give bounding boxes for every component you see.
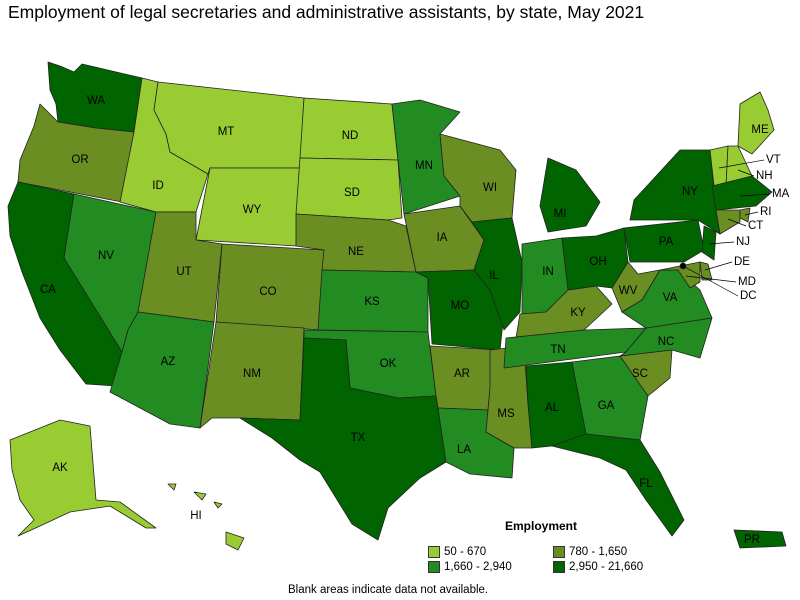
legend-item-bin-2: 1,660 - 2,940 (428, 561, 512, 573)
legend-title: Employment (505, 519, 578, 533)
state-label-mo: MO (451, 300, 470, 312)
state-il (471, 217, 523, 331)
state-label-ok: OK (380, 358, 397, 370)
leader-line-ma (739, 193, 771, 197)
legend-label: 1,660 - 2,940 (444, 561, 512, 573)
state-de (699, 261, 713, 281)
state-label-nh: NH (756, 170, 773, 182)
state-label-ny: NY (682, 186, 698, 198)
state-label-wi: WI (483, 182, 497, 194)
state-label-wy: WY (243, 204, 262, 216)
state-label-sd: SD (344, 187, 360, 199)
state-ct (715, 209, 741, 235)
state-hi (167, 483, 245, 551)
state-label-ak: AK (52, 462, 68, 474)
state-label-il: IL (489, 270, 499, 282)
leader-line-ct (727, 218, 747, 227)
state-label-fl: FL (639, 478, 653, 490)
state-sd (295, 157, 403, 221)
state-label-az: AZ (161, 356, 176, 368)
legend-swatch (553, 561, 565, 573)
state-label-nj: NJ (736, 236, 750, 248)
state-label-ne: NE (348, 246, 364, 258)
state-ny (629, 149, 721, 235)
state-label-pr: PR (744, 534, 760, 546)
state-label-ma: MA (772, 188, 790, 200)
state-ak (9, 419, 157, 537)
state-label-ct: CT (748, 220, 763, 232)
state-label-sc: SC (632, 368, 648, 380)
state-ks (317, 269, 429, 333)
state-label-wa: WA (87, 95, 105, 107)
state-label-de: DE (734, 256, 750, 268)
leader-line-de (704, 261, 733, 271)
state-nj (701, 225, 717, 261)
state-label-ms: MS (497, 408, 515, 420)
state-ma (711, 175, 773, 211)
state-label-tn: TN (550, 344, 565, 356)
state-label-md: MD (738, 276, 756, 288)
state-label-co: CO (259, 286, 276, 298)
legend-swatch (553, 546, 565, 558)
legend-item-bin-3: 2,950 - 21,660 (553, 561, 643, 573)
leader-line-dc (682, 265, 739, 297)
state-pr (733, 529, 787, 549)
state-pa (623, 219, 705, 263)
state-label-oh: OH (589, 256, 606, 268)
state-label-ar: AR (454, 368, 470, 380)
state-label-in: IN (542, 266, 554, 278)
state-label-tx: TX (351, 432, 366, 444)
state-label-al: AL (545, 402, 560, 414)
state-mi (539, 157, 601, 233)
state-label-ca: CA (40, 284, 56, 296)
state-md (659, 261, 701, 289)
state-label-ia: IA (437, 232, 448, 244)
legend-item-bin-0: 50 - 670 (428, 546, 486, 558)
legend-label: 50 - 670 (444, 546, 487, 558)
leader-line-vt (718, 159, 765, 169)
leader-line-md (685, 275, 737, 283)
state-label-nv: NV (98, 250, 114, 262)
state-label-la: LA (457, 444, 471, 456)
state-label-dc: DC (740, 290, 757, 302)
state-label-nm: NM (243, 368, 261, 380)
state-label-id: ID (152, 180, 164, 192)
state-label-va: VA (663, 292, 678, 304)
state-me (737, 91, 775, 155)
leader-line-ri (744, 211, 759, 216)
legend-item-bin-1: 780 - 1,650 (553, 546, 627, 558)
state-az (109, 311, 215, 429)
state-nd (299, 97, 399, 161)
state-label-ga: GA (598, 400, 615, 412)
legend-label: 780 - 1,650 (569, 546, 628, 558)
map-title: Employment of legal secretaries and admi… (8, 2, 645, 22)
state-ga (571, 355, 649, 441)
state-label-ks: KS (364, 296, 380, 308)
state-label-nd: ND (342, 130, 359, 142)
leader-line-nj (708, 241, 735, 245)
state-label-mi: MI (554, 208, 567, 220)
state-label-mt: MT (218, 126, 235, 138)
legend-label: 2,950 - 21,660 (569, 561, 644, 573)
state-label-mn: MN (415, 160, 433, 172)
state-label-or: OR (71, 154, 88, 166)
state-label-me: ME (751, 124, 769, 136)
state-label-hi: HI (190, 510, 202, 522)
leader-line-nh (737, 169, 755, 177)
dc-marker (680, 263, 686, 269)
state-tx (239, 337, 447, 541)
state-label-ri: RI (760, 206, 772, 218)
legend-swatch (428, 561, 440, 573)
state-label-wv: WV (619, 285, 638, 297)
footnote: Blank areas indicate data not available. (288, 584, 489, 596)
state-label-ut: UT (176, 266, 191, 278)
state-label-ky: KY (570, 307, 586, 319)
legend-swatch (428, 546, 440, 558)
state-label-pa: PA (659, 236, 674, 248)
state-label-vt: VT (766, 154, 781, 166)
state-fl (551, 433, 685, 537)
state-label-nc: NC (658, 336, 675, 348)
